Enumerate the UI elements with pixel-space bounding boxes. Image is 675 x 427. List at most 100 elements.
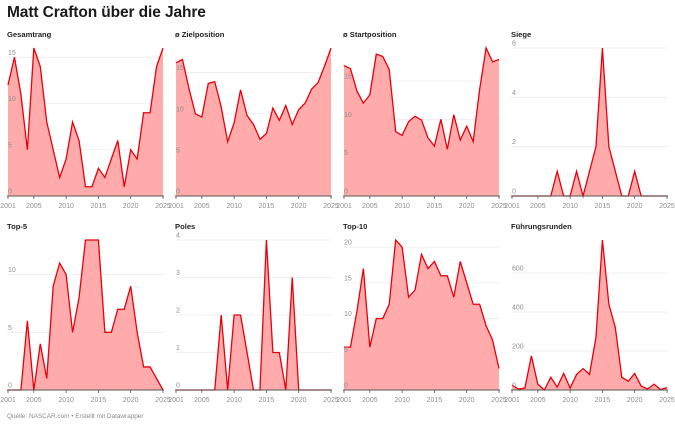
series-line — [7, 47, 164, 188]
x-tick-label: 2025 — [155, 397, 171, 404]
area-chart: 0 200 400 600 2001 2005 2010 2015 2020 2025 — [504, 239, 675, 404]
x-tick-label: 2010 — [226, 203, 242, 210]
series-line — [343, 45, 500, 150]
x-tick-label: 2025 — [491, 397, 507, 404]
y-tick-label: 10 — [344, 311, 352, 318]
x-tick-label: 2010 — [394, 203, 410, 210]
x-tick-label: 2020 — [291, 203, 307, 210]
x-tick-label: 2025 — [659, 397, 675, 404]
page-title: Matt Crafton über die Jahre — [7, 4, 206, 21]
x-tick-label: 2015 — [259, 203, 275, 210]
y-tick-label: 5 — [8, 325, 12, 332]
x-tick-label: 2015 — [595, 203, 611, 210]
x-tick-label: 2005 — [362, 397, 378, 404]
y-tick-label: 0 — [176, 383, 180, 390]
x-tick-label: 2001 — [336, 397, 352, 404]
series-line — [175, 47, 332, 145]
y-tick-label: 3 — [176, 270, 180, 277]
x-tick-label: 2020 — [627, 397, 643, 404]
area-fill — [176, 48, 331, 196]
chart-title: Poles — [175, 222, 196, 231]
y-tick-label: 0 — [512, 189, 516, 196]
y-tick-label: 0 — [344, 383, 348, 390]
x-tick-label: 2015 — [427, 397, 443, 404]
area-chart: 0 1 2 3 4 2001 2005 2010 2015 2020 2025 — [168, 233, 339, 405]
y-tick-label: 0 — [176, 189, 180, 196]
x-tick-label: 2025 — [491, 203, 507, 210]
x-tick-label: 2010 — [562, 397, 578, 404]
x-tick-label: 2001 — [0, 397, 16, 404]
x-tick-label: 2005 — [530, 203, 546, 210]
area-chart: 0 5 10 2001 2005 2010 2015 2020 2025 — [0, 239, 171, 404]
x-tick-label: 2010 — [394, 397, 410, 404]
area-fill — [344, 240, 499, 390]
y-tick-label: 10 — [344, 112, 352, 119]
x-tick-label: 2005 — [26, 203, 42, 210]
x-tick-label: 2020 — [459, 203, 475, 210]
y-tick-label: 0 — [512, 383, 516, 390]
y-tick-label: 5 — [176, 147, 180, 154]
x-tick-label: 2001 — [504, 203, 520, 210]
source-footer: Quelle: NASCAR.com • Erstellt mit Datawr… — [7, 413, 144, 420]
x-tick-label: 2020 — [123, 397, 139, 404]
y-tick-label: 400 — [512, 305, 524, 312]
y-tick-label: 15 — [344, 73, 352, 80]
chart-title: Gesamtrang — [7, 30, 52, 39]
y-tick-label: 4 — [512, 90, 516, 97]
series-line — [511, 239, 668, 392]
x-tick-label: 2005 — [194, 203, 210, 210]
x-tick-label: 2005 — [26, 397, 42, 404]
y-tick-label: 10 — [8, 267, 16, 274]
y-tick-label: 10 — [8, 96, 16, 103]
y-tick-label: 5 — [344, 347, 348, 354]
y-tick-label: 15 — [176, 65, 184, 72]
y-tick-label: 0 — [8, 189, 12, 196]
x-tick-label: 2005 — [530, 397, 546, 404]
chart-title: ø Zielposition — [175, 30, 225, 39]
x-tick-label: 2025 — [323, 203, 339, 210]
y-tick-label: 0 — [8, 383, 12, 390]
x-tick-label: 2001 — [336, 203, 352, 210]
chart-title: Top-10 — [343, 222, 368, 231]
area-chart: 0 5 10 15 2001 2005 2010 2015 2020 2025 — [336, 45, 507, 210]
y-tick-label: 200 — [512, 344, 524, 351]
x-tick-label: 2001 — [504, 397, 520, 404]
area-fill — [8, 240, 163, 390]
area-chart: 0 5 10 15 2001 2005 2010 2015 2020 2025 — [0, 47, 171, 210]
area-fill — [512, 240, 667, 390]
chart-title: Top-5 — [7, 222, 28, 231]
area-chart: 0 5 10 15 2001 2005 2010 2015 2020 2025 — [168, 47, 339, 210]
y-tick-label: 15 — [8, 50, 16, 57]
x-tick-label: 2015 — [427, 203, 443, 210]
y-tick-label: 2 — [176, 308, 180, 315]
y-tick-label: 5 — [8, 142, 12, 149]
chart-title: ø Startposition — [343, 30, 397, 39]
x-tick-label: 2010 — [562, 203, 578, 210]
x-tick-label: 2010 — [58, 397, 74, 404]
x-tick-label: 2015 — [91, 203, 107, 210]
y-tick-label: 20 — [344, 240, 352, 247]
series-line — [344, 238, 500, 369]
x-tick-label: 2001 — [168, 203, 184, 210]
area-fill — [344, 48, 499, 196]
chart-title: Führungsrunden — [511, 222, 572, 231]
x-tick-label: 2010 — [226, 397, 242, 404]
y-tick-label: 600 — [512, 266, 524, 273]
series-line — [512, 47, 667, 199]
x-tick-label: 2020 — [627, 203, 643, 210]
y-tick-label: 2 — [512, 139, 516, 146]
x-tick-label: 2025 — [323, 397, 339, 404]
y-tick-label: 4 — [176, 233, 180, 240]
area-chart: 0 2 4 6 2001 2005 2010 2015 2020 2025 — [504, 41, 675, 211]
x-tick-label: 2015 — [259, 397, 275, 404]
x-tick-label: 2015 — [91, 397, 107, 404]
x-tick-label: 2025 — [659, 203, 675, 210]
y-tick-label: 10 — [176, 106, 184, 113]
area-chart: 0 5 10 15 20 2001 2005 2010 2015 2020 2025 — [336, 238, 507, 404]
x-tick-label: 2025 — [155, 203, 171, 210]
y-tick-label: 6 — [512, 41, 516, 48]
x-tick-label: 2015 — [595, 397, 611, 404]
y-tick-label: 5 — [344, 150, 348, 157]
x-tick-label: 2005 — [194, 397, 210, 404]
x-tick-label: 2020 — [291, 397, 307, 404]
